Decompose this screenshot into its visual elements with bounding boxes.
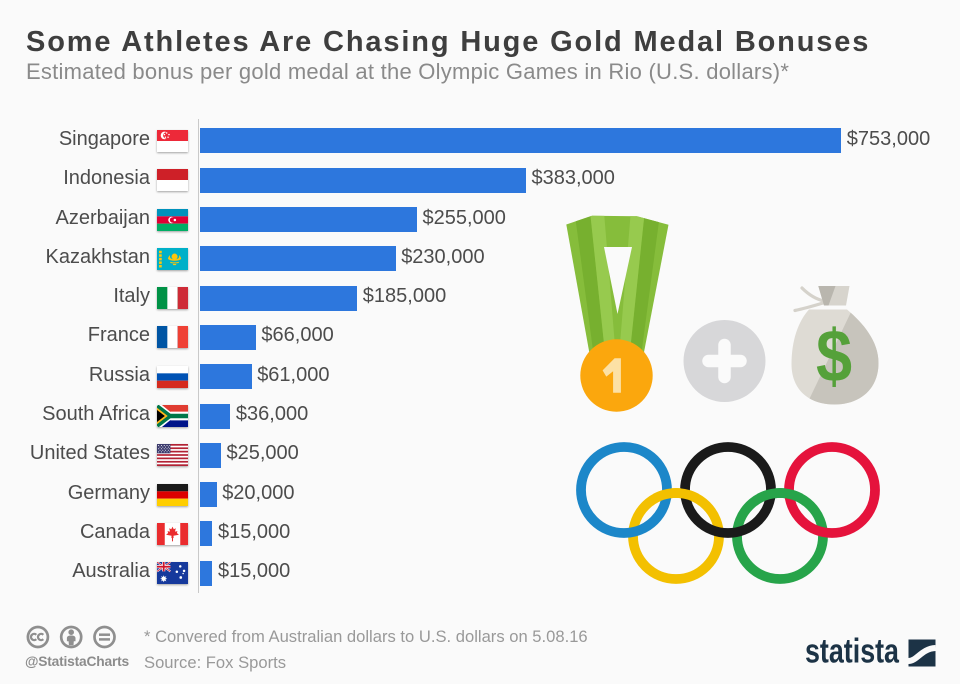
svg-text:$: $ bbox=[816, 314, 852, 397]
svg-text:statista: statista bbox=[805, 633, 900, 671]
